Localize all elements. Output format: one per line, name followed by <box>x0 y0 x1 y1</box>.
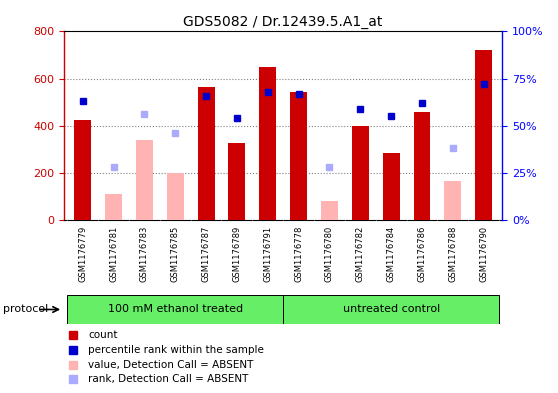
Text: count: count <box>88 331 118 340</box>
Bar <box>259 67 276 220</box>
Bar <box>167 173 184 220</box>
Bar <box>283 296 499 324</box>
Text: rank, Detection Call = ABSENT: rank, Detection Call = ABSENT <box>88 374 249 384</box>
Text: protocol: protocol <box>3 305 48 314</box>
Text: GSM1176787: GSM1176787 <box>201 226 210 282</box>
Title: GDS5082 / Dr.12439.5.A1_at: GDS5082 / Dr.12439.5.A1_at <box>184 15 383 29</box>
Text: GSM1176785: GSM1176785 <box>171 226 180 282</box>
Bar <box>413 112 430 220</box>
Text: GSM1176783: GSM1176783 <box>140 226 149 282</box>
Text: GSM1176789: GSM1176789 <box>233 226 242 282</box>
Bar <box>383 153 400 220</box>
Text: GSM1176780: GSM1176780 <box>325 226 334 282</box>
Text: GSM1176786: GSM1176786 <box>417 226 426 282</box>
Bar <box>475 50 492 220</box>
Bar <box>68 296 283 324</box>
Text: GSM1176790: GSM1176790 <box>479 226 488 282</box>
Text: GSM1176784: GSM1176784 <box>387 226 396 282</box>
Text: GSM1176788: GSM1176788 <box>448 226 458 282</box>
Bar <box>290 92 307 220</box>
Text: percentile rank within the sample: percentile rank within the sample <box>88 345 264 355</box>
Text: value, Detection Call = ABSENT: value, Detection Call = ABSENT <box>88 360 254 370</box>
Bar <box>444 181 461 220</box>
Bar <box>228 143 246 220</box>
Text: GSM1176781: GSM1176781 <box>109 226 118 282</box>
Bar <box>105 194 122 220</box>
Bar <box>352 126 369 220</box>
Text: GSM1176779: GSM1176779 <box>78 226 87 282</box>
Text: 100 mM ethanol treated: 100 mM ethanol treated <box>108 304 243 314</box>
Bar <box>321 201 338 220</box>
Bar <box>198 87 214 220</box>
Text: GSM1176791: GSM1176791 <box>263 226 272 282</box>
Text: GSM1176778: GSM1176778 <box>294 226 303 282</box>
Text: untreated control: untreated control <box>343 304 440 314</box>
Text: GSM1176782: GSM1176782 <box>356 226 365 282</box>
Bar <box>136 140 153 220</box>
Bar <box>74 120 91 220</box>
